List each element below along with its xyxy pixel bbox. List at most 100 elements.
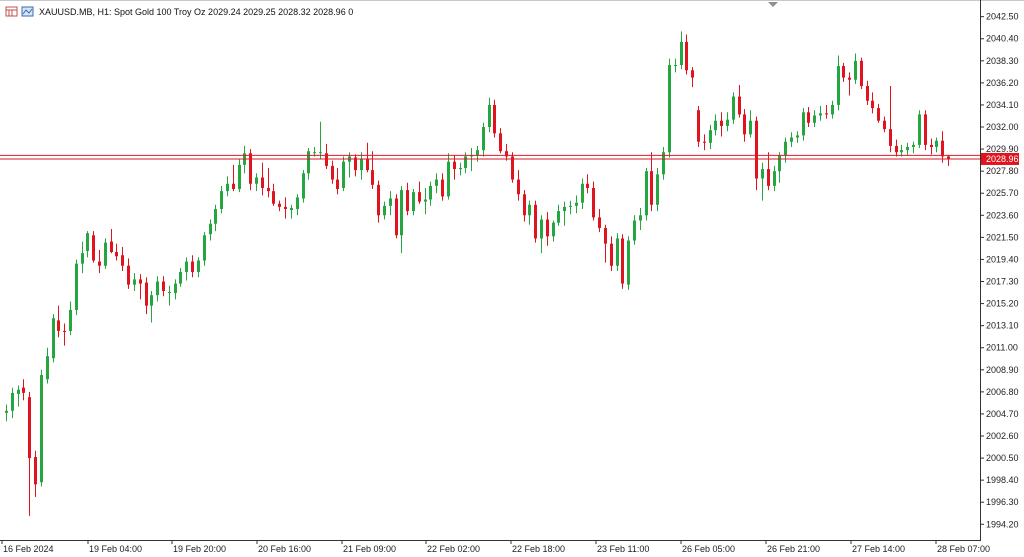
chart-title: XAUUSD.MB, H1: Spot Gold 100 Troy Oz 202… — [39, 7, 353, 17]
candle-bullish — [168, 285, 171, 306]
candle-bearish — [685, 34, 688, 75]
candle-bullish — [156, 276, 159, 302]
candle-body — [493, 104, 496, 134]
candle-bearish — [941, 131, 944, 163]
candle-body — [453, 161, 456, 170]
candle-body — [802, 112, 805, 136]
candle-bullish — [906, 142, 909, 156]
candle-bearish — [406, 182, 409, 216]
candle-bullish — [75, 259, 78, 316]
time-axis[interactable]: 16 Feb 2024 19 Feb 04:00 19 Feb 20:00 20 Fe… — [1, 540, 990, 554]
candle-body — [581, 183, 584, 203]
candle-body — [354, 157, 357, 171]
time-tick-label: 23 Feb 11:00 — [597, 544, 649, 554]
candle-bullish — [616, 233, 619, 271]
candle-body — [418, 192, 421, 202]
candle-bullish — [563, 201, 566, 226]
trade-panel-icon[interactable] — [21, 6, 34, 17]
candle-body — [412, 192, 415, 212]
candle-body — [900, 150, 903, 153]
candle-body — [528, 204, 531, 216]
candle-bullish — [813, 110, 816, 128]
price-tick-label: 1998.40 — [986, 475, 1019, 485]
candle-body — [139, 279, 142, 284]
candle-body — [598, 217, 601, 228]
time-tick-label: 26 Feb 21:00 — [767, 544, 820, 554]
candle-body — [272, 191, 275, 204]
candle-bullish — [557, 204, 560, 226]
candle-body — [610, 243, 613, 266]
price-tick-label: 2032.00 — [986, 122, 1019, 132]
candle-bullish — [552, 220, 555, 242]
candle-bullish — [203, 232, 206, 266]
candle-body — [569, 205, 572, 207]
candle-bearish — [604, 224, 607, 263]
candle-body — [488, 104, 491, 128]
candle-bearish — [650, 152, 653, 212]
candle-body — [296, 197, 299, 209]
candle-body — [395, 198, 398, 236]
candle-body — [930, 144, 933, 147]
candle-bearish — [610, 236, 613, 271]
candle-bullish — [796, 131, 799, 143]
candle-bearish — [57, 305, 60, 338]
candle-body — [697, 110, 700, 142]
candle-body — [895, 145, 898, 153]
chart-shift-marker[interactable] — [768, 2, 778, 7]
candle-body — [680, 41, 683, 66]
candle-bullish — [214, 204, 217, 232]
price-tick-label: 2002.60 — [986, 431, 1019, 441]
candle-body — [703, 141, 706, 143]
candle-bearish — [145, 277, 148, 315]
candle-body — [476, 150, 479, 156]
candle-bearish — [947, 155, 950, 166]
candle-body — [616, 238, 619, 266]
candle-body — [331, 165, 334, 180]
candle-body — [424, 199, 427, 202]
price-tick-label: 2008.90 — [986, 365, 1019, 375]
candle-bullish — [831, 100, 834, 119]
candle-body — [185, 261, 188, 273]
candle-bullish — [307, 148, 310, 180]
candle-body — [645, 171, 648, 216]
candle-body — [662, 152, 665, 175]
candle-bullish — [668, 58, 671, 158]
candle-body — [918, 114, 921, 145]
candle-body — [28, 397, 31, 459]
candle-bearish — [848, 72, 851, 96]
candle-body — [866, 86, 869, 101]
candle-body — [377, 184, 380, 216]
price-lines: 2028.96 — [0, 152, 1019, 165]
price-axis[interactable]: 2042.50 2040.40 2038.30 2036.20 2034.10 2032.… — [980, 12, 1019, 530]
candle-bullish — [220, 185, 223, 214]
candle-bearish — [331, 160, 334, 184]
candle-bearish — [866, 80, 869, 105]
candle-bullish — [243, 145, 246, 174]
candle-body — [534, 204, 537, 239]
candle-bullish — [714, 114, 717, 136]
candle-body — [156, 281, 159, 296]
candle-bearish — [505, 143, 508, 161]
candle-body — [563, 206, 566, 212]
candle-bearish — [98, 249, 101, 274]
candle-body — [761, 169, 764, 179]
candle-body — [360, 158, 363, 171]
price-tick-label: 2042.50 — [986, 12, 1019, 22]
candle-body — [639, 215, 642, 221]
candle-bearish — [499, 128, 502, 154]
candle-bearish — [366, 142, 369, 173]
candle-bullish — [174, 279, 177, 300]
candle-bearish — [586, 174, 589, 194]
candle-bearish — [110, 228, 113, 254]
candle-body — [714, 120, 717, 131]
chart-window-icon[interactable] — [5, 6, 18, 17]
candle-body — [52, 318, 55, 359]
candle-body — [470, 155, 473, 157]
candle-body — [22, 387, 25, 393]
price-tick-label: 2015.20 — [986, 299, 1019, 309]
candle-bullish — [133, 273, 136, 291]
candle-body — [842, 66, 845, 78]
candle-body — [709, 130, 712, 143]
candle-bearish — [743, 109, 746, 142]
